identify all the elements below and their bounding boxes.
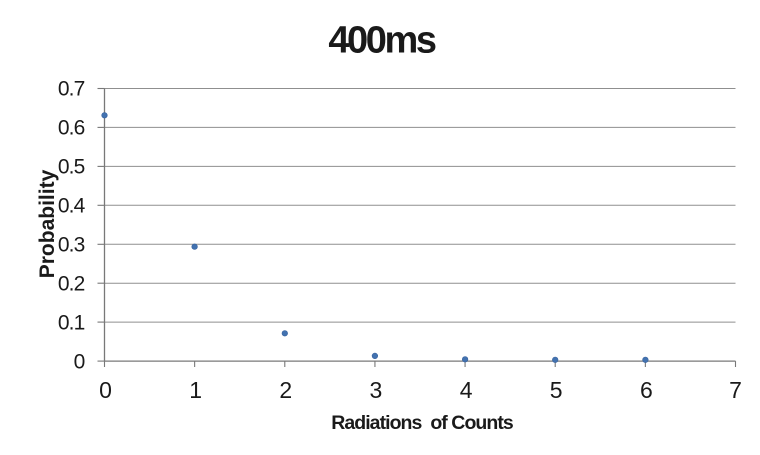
- svg-text:0.1: 0.1: [58, 311, 85, 334]
- svg-text:7: 7: [729, 377, 742, 403]
- svg-text:0.7: 0.7: [58, 78, 85, 101]
- svg-text:0.4: 0.4: [58, 195, 86, 218]
- svg-text:Probability: Probability: [36, 169, 59, 278]
- svg-text:0: 0: [99, 377, 112, 403]
- svg-text:2: 2: [279, 377, 292, 403]
- svg-text:Radiations of Counts: Radiations of Counts: [331, 412, 514, 434]
- svg-text:3: 3: [370, 377, 383, 403]
- svg-text:1: 1: [189, 377, 202, 403]
- svg-text:0: 0: [74, 350, 85, 373]
- svg-text:400ms: 400ms: [328, 19, 436, 61]
- svg-text:0.6: 0.6: [58, 117, 85, 140]
- svg-text:0.2: 0.2: [58, 272, 85, 295]
- svg-text:6: 6: [640, 377, 653, 403]
- svg-text:0.3: 0.3: [58, 234, 85, 257]
- svg-text:5: 5: [550, 377, 563, 403]
- svg-text:4: 4: [460, 377, 473, 403]
- svg-text:0.5: 0.5: [58, 156, 85, 179]
